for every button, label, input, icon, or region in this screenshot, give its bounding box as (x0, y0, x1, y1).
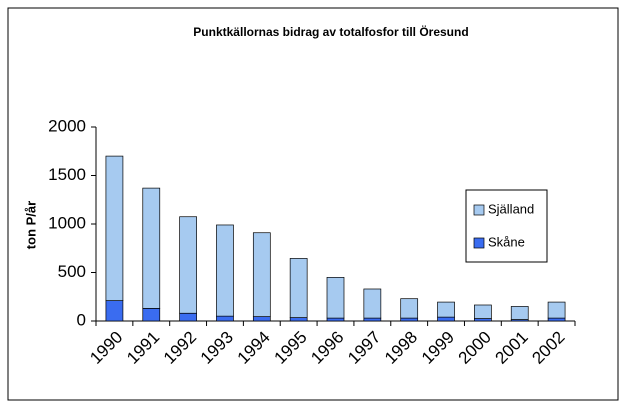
bar-segment (547, 301, 566, 319)
y-tick-label: 0 (77, 310, 86, 329)
bar-segment (474, 304, 492, 319)
bar-segment (216, 315, 234, 322)
bar-segment (252, 232, 271, 317)
bar-segment (105, 155, 124, 301)
bar-segment (510, 306, 529, 320)
bar-segment (437, 301, 455, 318)
y-tick-label: 2000 (48, 116, 86, 135)
bar-segment (179, 312, 197, 322)
bar-segment (179, 216, 197, 314)
y-tick-label: 500 (58, 262, 86, 281)
y-tick-label: 1500 (48, 165, 86, 184)
bar-segment (326, 317, 345, 322)
bar-segment (326, 277, 345, 319)
legend-box (465, 189, 548, 263)
bar-segment (400, 317, 419, 322)
bar-segment (105, 300, 124, 322)
bar-segment (363, 317, 382, 322)
bar-segment (474, 318, 492, 322)
bar-segment (289, 317, 308, 322)
chart-title: Punktkällornas bidrag av totalfosfor til… (193, 24, 468, 39)
bar-segment (363, 288, 382, 319)
legend-label: Själland (488, 201, 534, 216)
legend-swatch (473, 204, 485, 216)
y-tick-label: 1000 (48, 213, 86, 232)
y-axis-label: ton P/år (23, 201, 38, 249)
bar-segment (216, 224, 234, 317)
bar-segment (289, 258, 308, 318)
bar-segment (547, 317, 566, 322)
bar-segment (252, 316, 271, 322)
legend-label: Skåne (488, 234, 525, 249)
bar-segment (142, 187, 161, 309)
bar-segment (142, 308, 161, 322)
bar-segment (437, 316, 455, 322)
legend-swatch (473, 237, 485, 249)
bar-segment (400, 298, 419, 319)
